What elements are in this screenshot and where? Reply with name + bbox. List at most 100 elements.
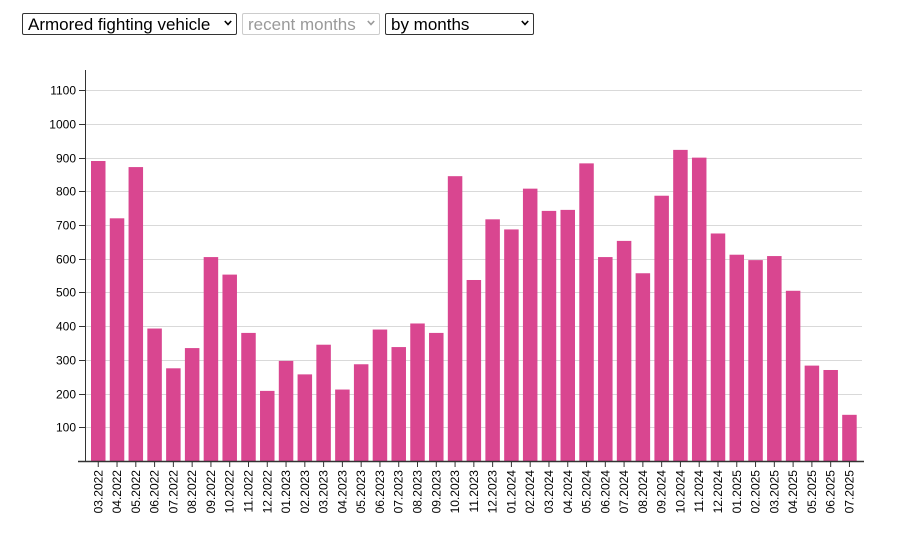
x-tick-label: 02.2023 bbox=[298, 470, 312, 514]
bar bbox=[767, 256, 782, 461]
bar bbox=[748, 260, 763, 461]
chevron-down-icon bbox=[367, 20, 375, 26]
bar bbox=[710, 233, 726, 461]
x-tick-label: 08.2023 bbox=[411, 470, 425, 514]
x-tick-label: 07.2024 bbox=[617, 470, 631, 514]
x-tick-label: 12.2022 bbox=[260, 470, 274, 514]
y-tick-label: 200 bbox=[56, 388, 76, 402]
bar bbox=[316, 344, 331, 461]
bar bbox=[785, 290, 801, 461]
x-tick-label: 10.2022 bbox=[223, 470, 237, 514]
x-tick-label: 03.2025 bbox=[767, 470, 781, 514]
y-tick-label: 1100 bbox=[50, 84, 76, 98]
x-tick-label: 09.2022 bbox=[204, 470, 218, 514]
y-tick-label: 700 bbox=[56, 219, 76, 233]
bar bbox=[729, 254, 745, 461]
x-tick-label: 07.2023 bbox=[392, 470, 406, 514]
bars bbox=[91, 149, 857, 462]
bar bbox=[335, 389, 350, 461]
bar bbox=[429, 332, 444, 461]
grouping-select-value: by months bbox=[391, 15, 470, 34]
bar bbox=[823, 369, 838, 461]
x-tick-label: 03.2023 bbox=[317, 470, 331, 514]
bar bbox=[616, 240, 632, 461]
x-tick-label: 09.2024 bbox=[655, 470, 669, 514]
bar bbox=[372, 329, 388, 461]
x-tick-label: 04.2023 bbox=[335, 470, 349, 514]
bar bbox=[147, 328, 162, 461]
bar bbox=[635, 273, 651, 461]
y-tick-label: 1000 bbox=[49, 118, 76, 132]
x-tick-label: 06.2022 bbox=[148, 470, 162, 514]
x-tick-label: 04.2025 bbox=[786, 470, 800, 514]
x-tick-label: 11.2022 bbox=[241, 470, 255, 513]
x-tick-label: 04.2024 bbox=[561, 470, 575, 514]
y-tick-label: 800 bbox=[56, 185, 76, 199]
x-tick-label: 10.2023 bbox=[448, 470, 462, 514]
bar bbox=[297, 374, 313, 461]
chevron-down-icon bbox=[521, 20, 529, 26]
period-select[interactable]: recent months bbox=[242, 13, 380, 35]
bar bbox=[353, 364, 369, 461]
bar bbox=[673, 149, 688, 461]
x-tick-label: 06.2025 bbox=[824, 470, 838, 514]
y-tick-labels: 100 200 300 400 500 600 700 800 900 1000 1100 bbox=[49, 84, 85, 435]
bar bbox=[184, 348, 200, 461]
bar bbox=[485, 219, 500, 461]
x-tick-label: 05.2022 bbox=[129, 470, 143, 514]
bar bbox=[654, 195, 669, 461]
x-tick-label: 07.2022 bbox=[166, 470, 180, 514]
x-tick-label: 12.2023 bbox=[486, 470, 500, 514]
bar bbox=[504, 229, 519, 461]
x-tick-label: 06.2023 bbox=[373, 470, 387, 514]
chevron-down-icon bbox=[224, 20, 232, 26]
bar bbox=[278, 360, 294, 461]
x-tick-label: 01.2024 bbox=[504, 470, 518, 514]
grouping-select[interactable]: by months bbox=[385, 13, 534, 35]
bar bbox=[166, 368, 181, 461]
x-tick-label: 07.2025 bbox=[842, 470, 856, 514]
bar bbox=[541, 210, 557, 461]
bar bbox=[222, 274, 237, 461]
bar bbox=[260, 390, 275, 461]
x-tick-label: 08.2024 bbox=[636, 470, 650, 514]
x-tick-labels: 03.2022 04.2022 05.2022 06.2022 07.2022 08.20… bbox=[91, 461, 856, 513]
bar bbox=[522, 188, 538, 462]
x-tick-label: 05.2025 bbox=[805, 470, 819, 514]
bar bbox=[203, 257, 219, 461]
x-tick-label: 08.2022 bbox=[185, 470, 199, 514]
x-tick-label: 03.2022 bbox=[91, 470, 105, 514]
x-tick-label: 01.2023 bbox=[279, 470, 293, 514]
bar bbox=[391, 347, 406, 461]
category-select[interactable]: Armored fighting vehicle bbox=[22, 13, 237, 35]
x-tick-label: 06.2024 bbox=[598, 470, 612, 514]
bar bbox=[804, 365, 820, 461]
x-tick-label: 09.2023 bbox=[429, 470, 443, 514]
x-tick-label: 05.2023 bbox=[354, 470, 368, 514]
bar bbox=[560, 209, 575, 461]
bar bbox=[241, 332, 256, 461]
y-tick-label: 600 bbox=[56, 253, 76, 267]
bar bbox=[579, 163, 594, 461]
bar bbox=[128, 167, 144, 461]
y-tick-label: 500 bbox=[56, 286, 76, 300]
x-tick-label: 01.2025 bbox=[730, 470, 744, 514]
x-tick-label: 02.2025 bbox=[749, 470, 763, 514]
category-select-value: Armored fighting vehicle bbox=[28, 15, 211, 34]
y-tick-label: 300 bbox=[56, 354, 76, 368]
x-tick-label: 02.2024 bbox=[523, 470, 537, 514]
x-tick-label: 05.2024 bbox=[580, 470, 594, 514]
period-select-value: recent months bbox=[248, 15, 356, 34]
y-tick-label: 900 bbox=[56, 152, 76, 166]
y-tick-label: 400 bbox=[56, 320, 76, 334]
bar bbox=[91, 161, 106, 462]
bar bbox=[691, 157, 707, 461]
x-tick-label: 11.2023 bbox=[467, 470, 481, 513]
bar bbox=[109, 218, 125, 461]
bar bbox=[466, 279, 482, 461]
x-tick-label: 04.2022 bbox=[110, 470, 124, 514]
x-tick-label: 11.2024 bbox=[692, 470, 706, 513]
bar bbox=[598, 257, 613, 461]
x-tick-label: 03.2024 bbox=[542, 470, 556, 514]
